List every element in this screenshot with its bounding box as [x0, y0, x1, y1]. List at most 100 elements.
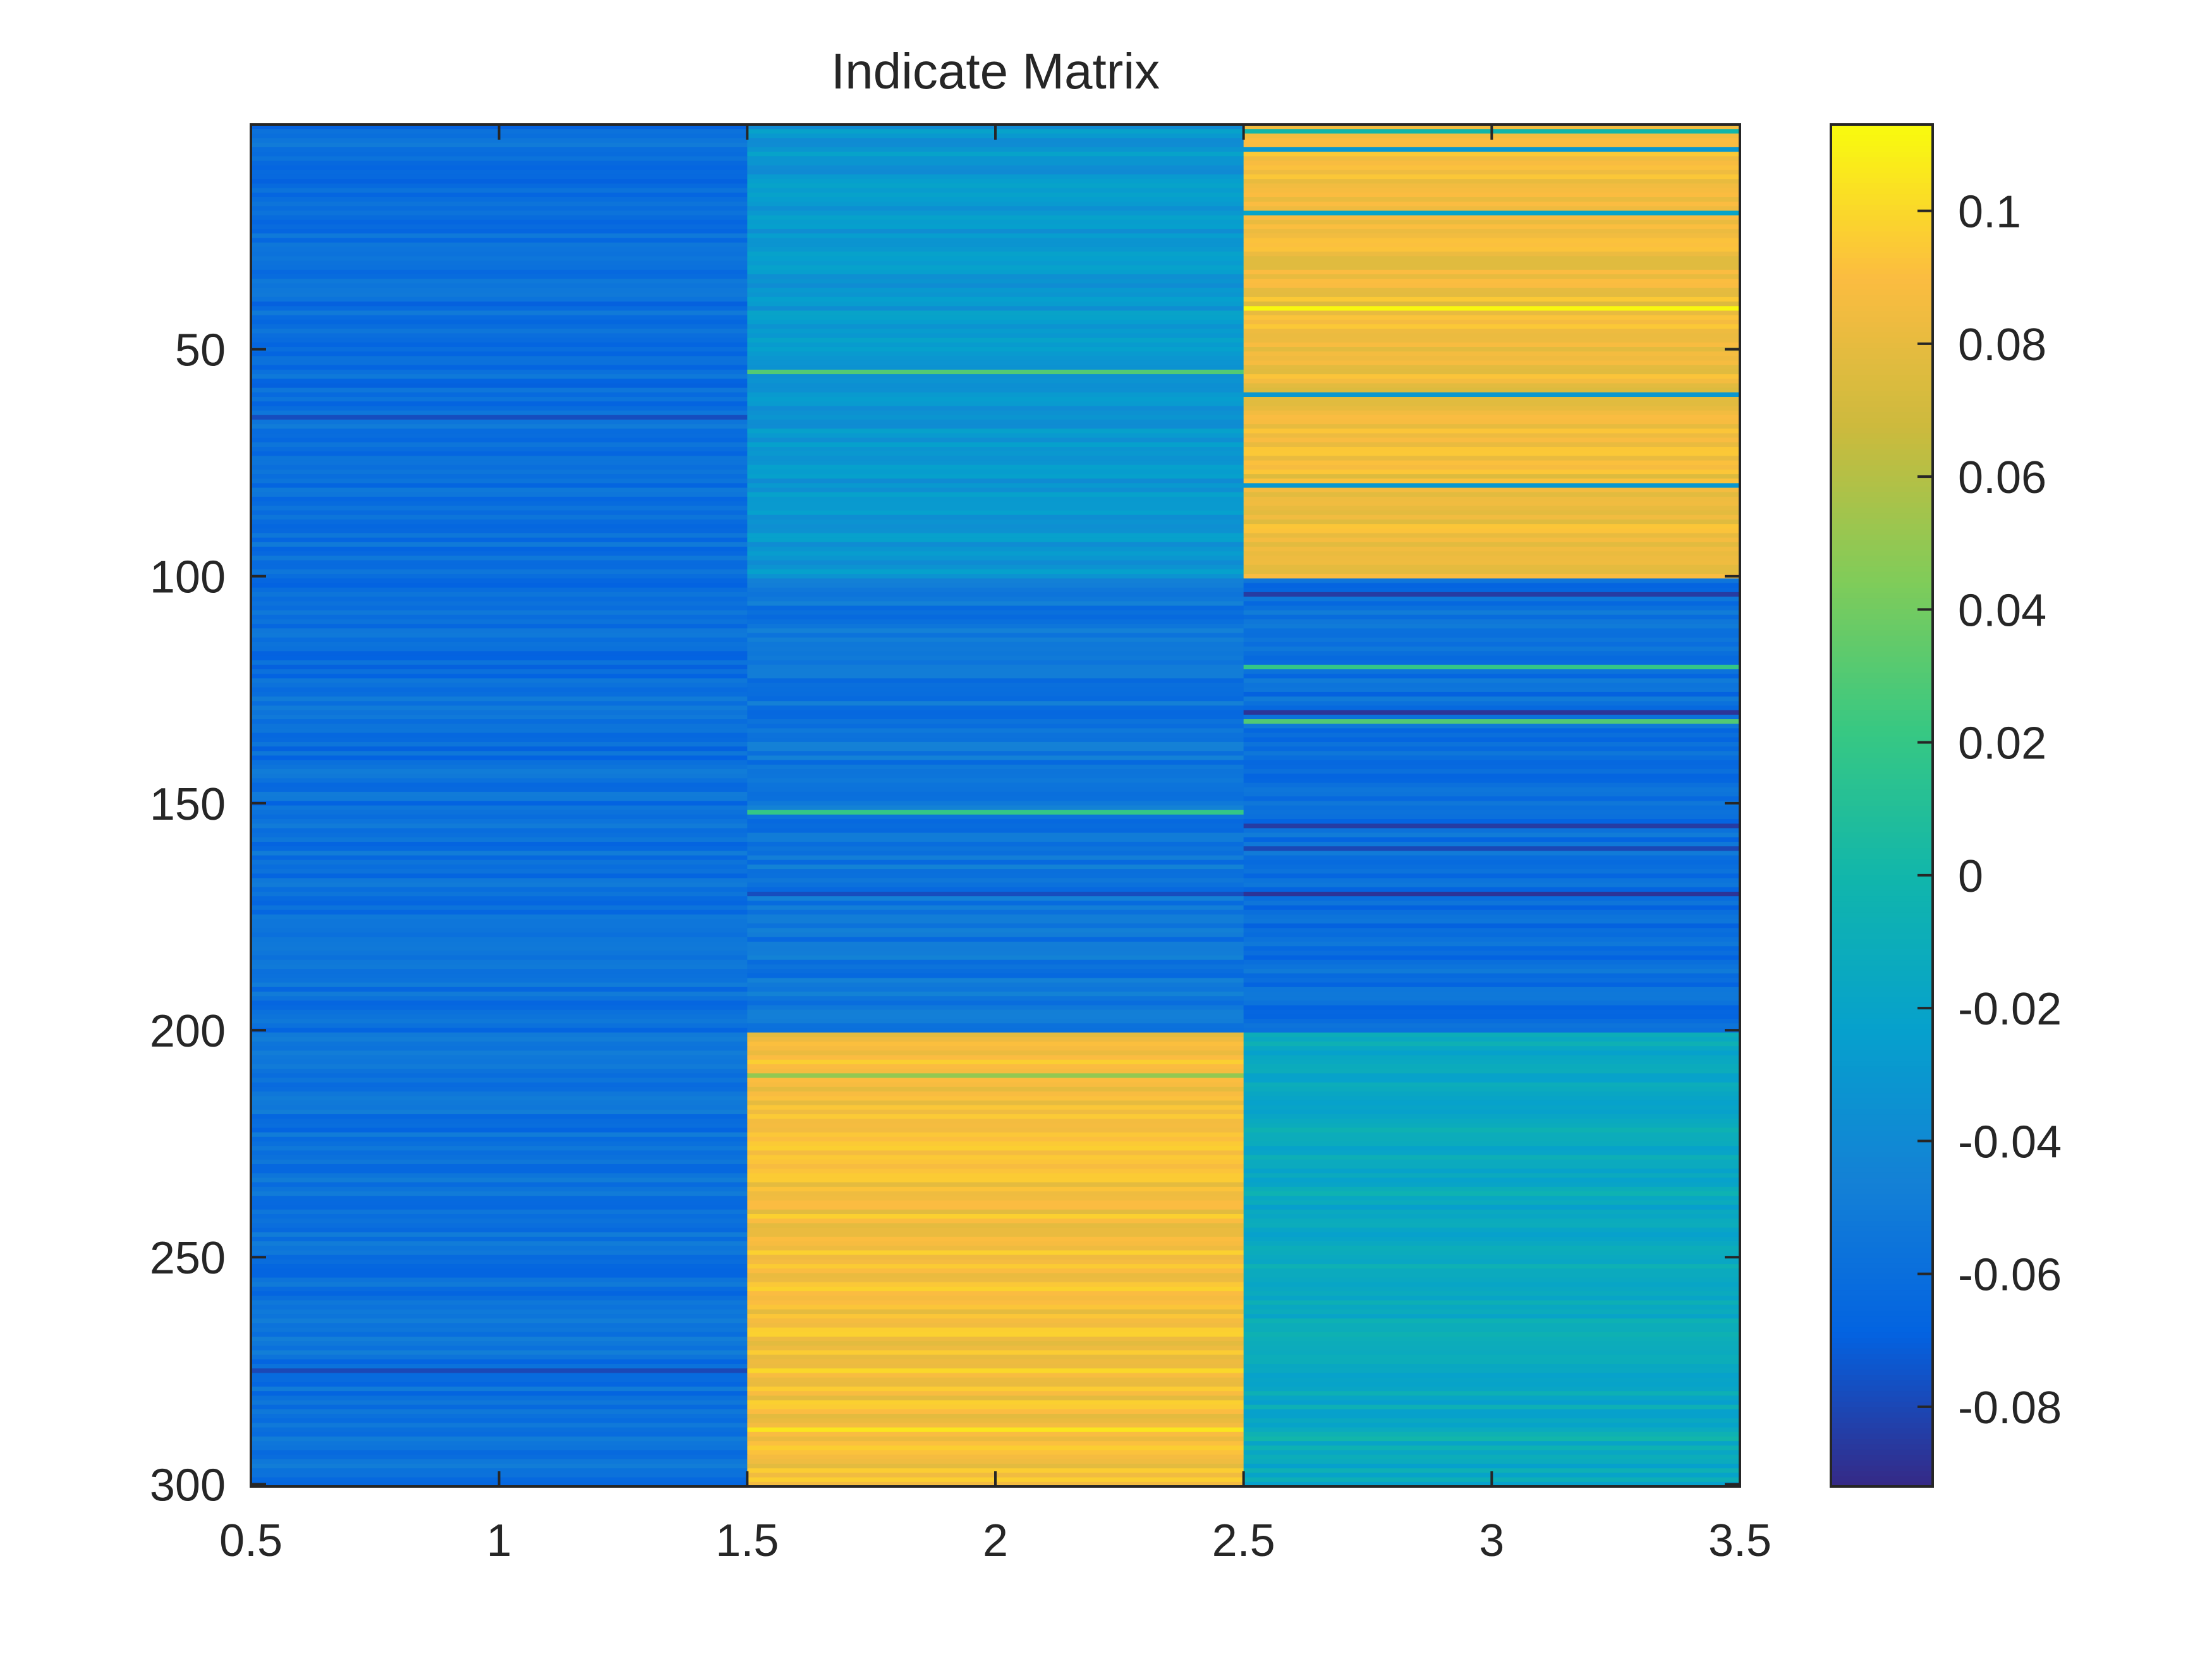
heatmap-cell: [251, 1350, 748, 1356]
heatmap-cell: [1243, 1332, 1741, 1337]
heatmap-cell: [747, 805, 1244, 811]
heatmap-cell: [251, 1105, 748, 1110]
heatmap-cell: [251, 891, 748, 897]
heatmap-cell: [1243, 1250, 1741, 1256]
heatmap-cell: [747, 641, 1244, 647]
heatmap-cell: [1243, 951, 1741, 956]
heatmap-cell: [251, 587, 748, 593]
heatmap-cell: [1243, 1009, 1741, 1015]
colorbar-swatch: [1831, 1284, 1933, 1291]
colorbar-tick-label: -0.02: [1958, 984, 2062, 1035]
heatmap-cell: [1243, 1119, 1741, 1124]
chart-title: Indicate Matrix: [831, 43, 1160, 99]
heatmap-cell: [251, 605, 748, 611]
heatmap-cell: [1243, 1255, 1741, 1260]
heatmap-cell: [251, 365, 748, 370]
colorbar-tick-label: 0.02: [1958, 719, 2046, 769]
heatmap-cell: [747, 1296, 1244, 1301]
heatmap-cell: [1243, 719, 1741, 724]
heatmap-cell: [251, 851, 748, 856]
heatmap-cell: [251, 424, 748, 429]
colorbar-swatch: [1831, 444, 1933, 450]
heatmap-cell: [251, 1300, 748, 1306]
heatmap-cell: [1243, 1173, 1741, 1179]
heatmap-cell: [1243, 183, 1741, 189]
heatmap-cell: [747, 547, 1244, 552]
heatmap-cell: [251, 142, 748, 148]
heatmap-cell: [747, 1427, 1244, 1433]
heatmap-cell: [1243, 1286, 1741, 1292]
heatmap-cell: [747, 433, 1244, 439]
heatmap-cell: [251, 138, 748, 143]
heatmap-cell: [1243, 1159, 1741, 1165]
heatmap-cell: [251, 1454, 748, 1460]
heatmap-cell: [747, 152, 1244, 157]
heatmap-cell: [1243, 161, 1741, 166]
heatmap-cell: [1243, 1005, 1741, 1011]
heatmap-cell: [251, 465, 748, 470]
heatmap-cell: [747, 905, 1244, 911]
heatmap-cell: [251, 1282, 748, 1287]
y-tick-label: 300: [150, 1460, 226, 1510]
heatmap-cell: [251, 274, 748, 279]
heatmap-cell: [747, 169, 1244, 175]
heatmap-cell: [1243, 1164, 1741, 1169]
heatmap-cell: [251, 1019, 748, 1024]
colorbar-swatch: [1831, 411, 1933, 418]
heatmap-cell: [1243, 1445, 1741, 1451]
heatmap-cell: [747, 1277, 1244, 1283]
heatmap-cell: [1243, 887, 1741, 892]
heatmap-cell: [747, 219, 1244, 225]
colorbar-swatch: [1831, 1417, 1933, 1423]
heatmap-cell: [1243, 1431, 1741, 1437]
heatmap-cell: [747, 288, 1244, 293]
heatmap-cell: [251, 1377, 748, 1383]
heatmap-cell: [1243, 329, 1741, 334]
colorbar-swatch: [1831, 246, 1933, 253]
heatmap-cell: [1243, 687, 1741, 693]
heatmap-cell: [251, 306, 748, 312]
colorbar-swatch: [1831, 1151, 1933, 1157]
heatmap-cell: [1243, 528, 1741, 534]
heatmap-cell: [747, 1395, 1244, 1401]
heatmap-cell: [251, 869, 748, 874]
heatmap-cell: [747, 1019, 1244, 1024]
colorbar-swatch: [1831, 1103, 1933, 1109]
x-tick-label: 2.5: [1212, 1516, 1275, 1566]
colorbar-swatch: [1831, 135, 1933, 141]
colorbar-swatch: [1831, 1172, 1933, 1179]
heatmap-cell: [747, 919, 1244, 924]
heatmap-cell: [1243, 878, 1741, 884]
heatmap-cell: [1243, 1459, 1741, 1464]
heatmap-cell: [1243, 179, 1741, 184]
heatmap-cell: [1243, 569, 1741, 574]
heatmap-cell: [1243, 537, 1741, 543]
heatmap-cell: [747, 969, 1244, 974]
colorbar-swatch: [1831, 1353, 1933, 1359]
heatmap-cell: [747, 161, 1244, 166]
heatmap-cell: [747, 1059, 1244, 1065]
heatmap-cell: [251, 1359, 748, 1364]
heatmap-cell: [747, 878, 1244, 884]
heatmap-cell: [747, 973, 1244, 979]
heatmap-cell: [747, 501, 1244, 506]
heatmap-cell: [747, 687, 1244, 693]
heatmap-cell: [747, 1346, 1244, 1351]
colorbar-swatch: [1831, 938, 1933, 944]
heatmap-cell: [251, 1304, 748, 1310]
heatmap-cell: [251, 1332, 748, 1337]
colorbar-swatch: [1831, 475, 1933, 482]
heatmap-cell: [747, 346, 1244, 352]
heatmap-cell: [251, 1141, 748, 1146]
heatmap-cell: [251, 1036, 748, 1042]
heatmap-cell: [251, 1391, 748, 1396]
heatmap-cell: [747, 383, 1244, 389]
heatmap-cell: [747, 764, 1244, 770]
heatmap-cell: [251, 1395, 748, 1401]
heatmap-cell: [251, 760, 748, 765]
colorbar-swatch: [1831, 1342, 1933, 1349]
heatmap-cell: [251, 778, 748, 784]
colorbar-swatch: [1831, 864, 1933, 870]
colorbar-swatch: [1831, 911, 1933, 918]
heatmap-cell: [1243, 683, 1741, 688]
